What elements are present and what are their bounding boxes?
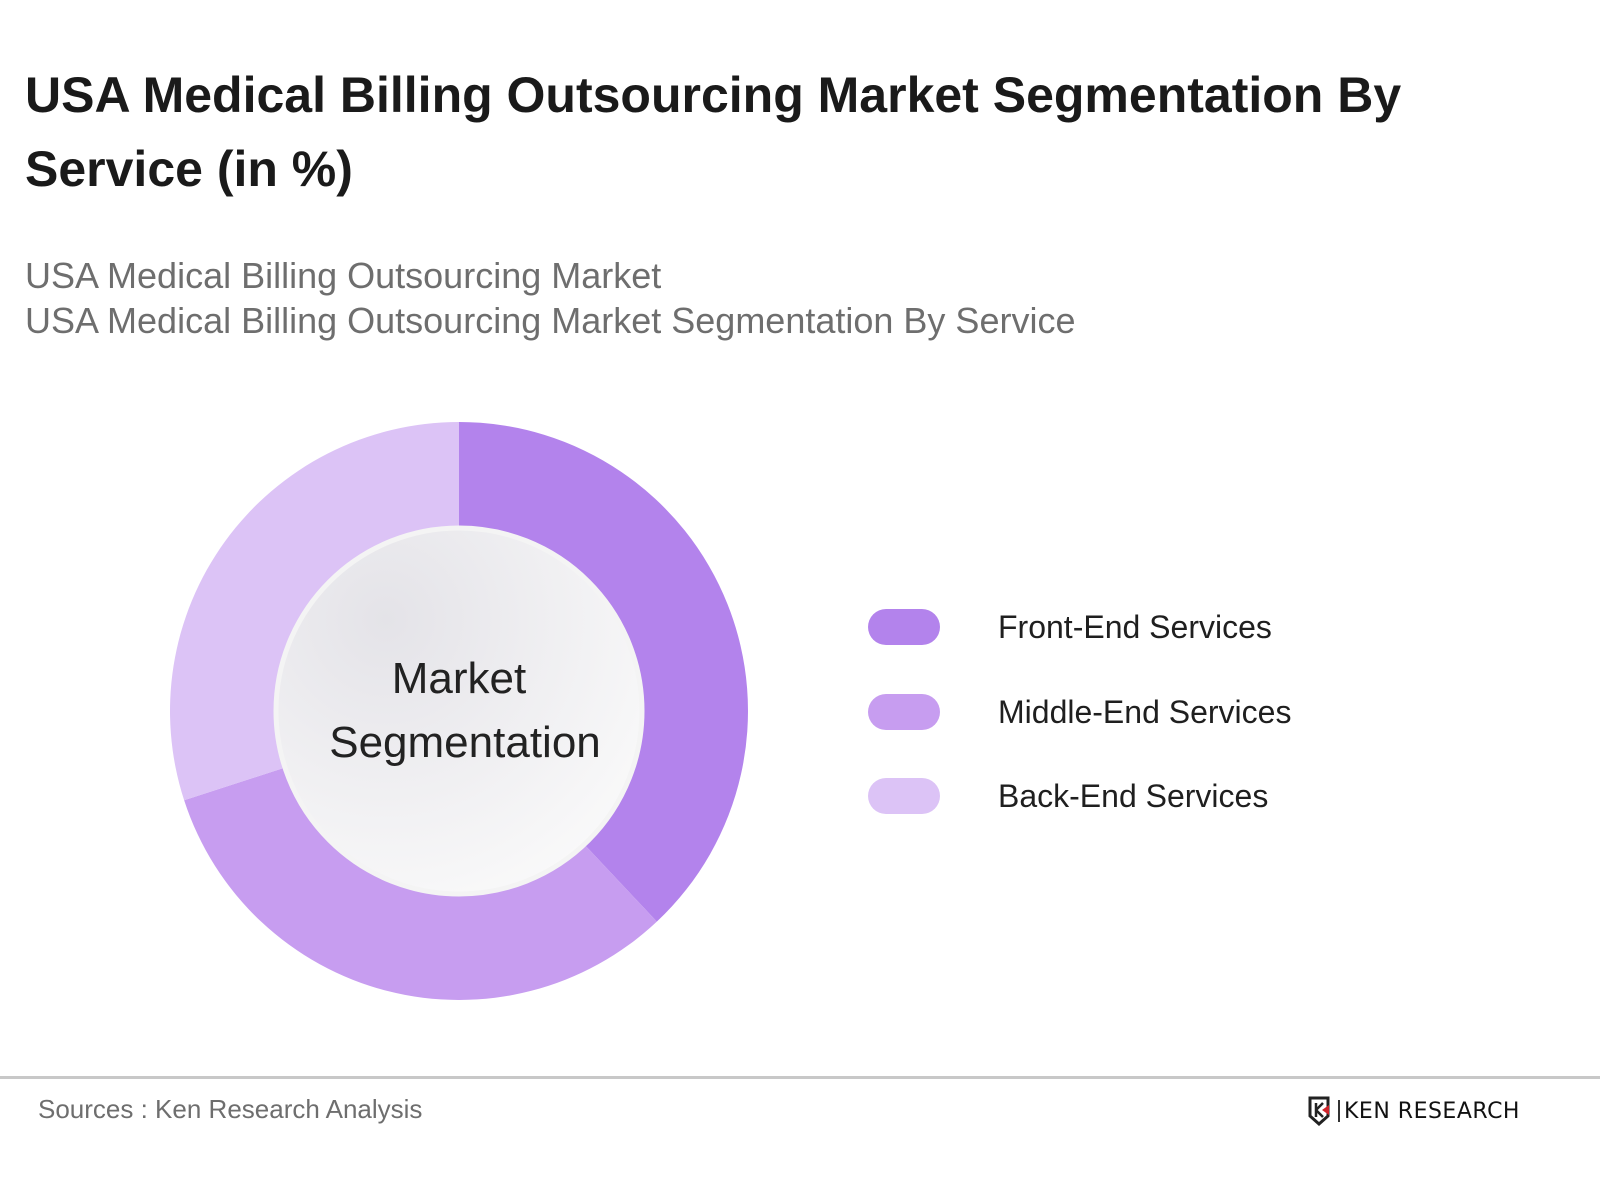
chart-title: USA Medical Billing Outsourcing Market S… [25, 67, 1402, 197]
legend-swatch [868, 778, 940, 814]
footer-divider [0, 1076, 1600, 1079]
legend-label: Middle-End Services [998, 694, 1292, 730]
subtitle-line-2: USA Medical Billing Outsourcing Market S… [25, 300, 1076, 341]
legend-swatch [868, 694, 940, 730]
legend-label: Back-End Services [998, 778, 1269, 814]
center-label-line-1: Market [392, 654, 526, 703]
legend-swatch [868, 609, 940, 645]
donut-center-disc [273, 525, 645, 897]
subtitle-line-1: USA Medical Billing Outsourcing Market [25, 255, 662, 296]
legend-label: Front-End Services [998, 609, 1272, 645]
ken-logo-icon [1308, 1096, 1330, 1126]
legend-item-middle-end: Middle-End Services [868, 692, 1368, 732]
ken-research-logo: KEN RESEARCH [1308, 1096, 1520, 1126]
legend-item-back-end: Back-End Services [868, 776, 1368, 816]
donut-chart: Market Segmentation [169, 422, 748, 1000]
logo-text: KEN RESEARCH [1344, 1098, 1520, 1124]
center-label-line-2: Segmentation [329, 718, 601, 767]
legend-item-front-end: Front-End Services [868, 607, 1368, 647]
source-note: Sources : Ken Research Analysis [38, 1094, 423, 1124]
